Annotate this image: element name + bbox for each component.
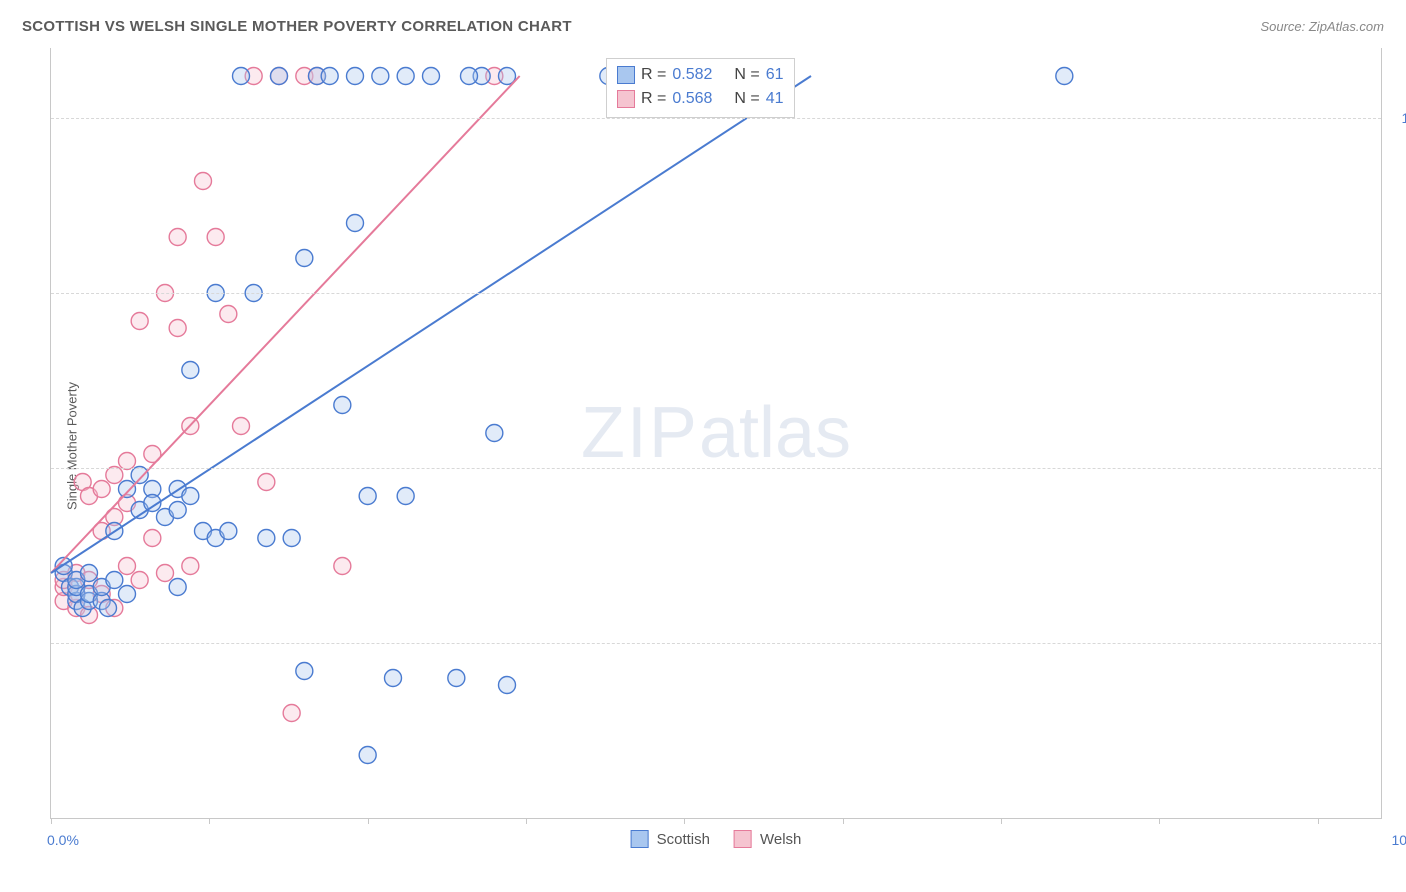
scatter-point [397, 488, 414, 505]
x-tick [51, 818, 52, 824]
scatter-point [182, 362, 199, 379]
scatter-point [131, 467, 148, 484]
scatter-point [283, 530, 300, 547]
x-tick-label: 100.0% [1392, 832, 1406, 848]
source-prefix: Source: [1260, 19, 1308, 34]
legend-r-value: 0.582 [672, 63, 712, 87]
legend-r-value: 0.568 [672, 87, 712, 111]
scatter-point [195, 173, 212, 190]
legend-swatch [617, 66, 635, 84]
gridline-h [51, 118, 1381, 119]
scatter-point [131, 313, 148, 330]
correlation-legend: R = 0.582 N = 61 R = 0.568 N = 41 [606, 58, 795, 118]
x-tick [684, 818, 685, 824]
plot-area: ZIPatlas R = 0.582N = 61R = 0.568N = 41 … [50, 48, 1382, 819]
x-tick [209, 818, 210, 824]
scatter-point [233, 418, 250, 435]
scatter-point [144, 530, 161, 547]
scatter-point [100, 600, 117, 617]
x-tick [1001, 818, 1002, 824]
x-tick [368, 818, 369, 824]
scatter-point [131, 572, 148, 589]
series-legend-label: Scottish [657, 831, 710, 848]
scatter-point [499, 677, 516, 694]
legend-r-label: R = [641, 63, 666, 87]
scatter-point [233, 68, 250, 85]
source-attribution: Source: ZipAtlas.com [1260, 19, 1384, 34]
scatter-point [157, 565, 174, 582]
legend-r-label: R = [641, 87, 666, 111]
chart-title: SCOTTISH VS WELSH SINGLE MOTHER POVERTY … [22, 18, 572, 35]
scatter-point [169, 320, 186, 337]
scatter-point [258, 474, 275, 491]
gridline-h [51, 643, 1381, 644]
scatter-point [119, 453, 136, 470]
gridline-h [51, 468, 1381, 469]
scatter-point [334, 397, 351, 414]
trend-line [51, 76, 811, 573]
scatter-point [359, 747, 376, 764]
scatter-point [334, 558, 351, 575]
series-legend-item: Scottish [631, 830, 710, 848]
scatter-point [93, 481, 110, 498]
x-tick [1159, 818, 1160, 824]
source-name: ZipAtlas.com [1309, 19, 1384, 34]
trend-line [51, 76, 520, 573]
scatter-point [359, 488, 376, 505]
legend-n-label: N = [734, 63, 759, 87]
scatter-point [461, 68, 478, 85]
legend-swatch [734, 830, 752, 848]
scatter-point [321, 68, 338, 85]
scatter-point [347, 68, 364, 85]
chart-svg [51, 48, 1381, 818]
x-tick [1318, 818, 1319, 824]
scatter-point [220, 306, 237, 323]
scatter-point [296, 663, 313, 680]
legend-n-label: N = [734, 87, 759, 111]
scatter-point [1056, 68, 1073, 85]
scatter-point [169, 502, 186, 519]
scatter-point [372, 68, 389, 85]
legend-row: R = 0.568 N = 41 [617, 87, 784, 111]
scatter-point [448, 670, 465, 687]
scatter-point [119, 481, 136, 498]
scatter-point [182, 558, 199, 575]
scatter-point [81, 565, 98, 582]
scatter-point [169, 229, 186, 246]
scatter-point [220, 523, 237, 540]
scatter-point [296, 250, 313, 267]
scatter-point [397, 68, 414, 85]
scatter-point [258, 530, 275, 547]
scatter-point [347, 215, 364, 232]
x-tick-label: 0.0% [47, 832, 79, 848]
series-legend-item: Welsh [734, 830, 801, 848]
scatter-point [423, 68, 440, 85]
scatter-point [182, 488, 199, 505]
scatter-point [283, 705, 300, 722]
scatter-point [119, 586, 136, 603]
scatter-point [486, 425, 503, 442]
legend-row: R = 0.582 N = 61 [617, 63, 784, 87]
scatter-point [207, 229, 224, 246]
legend-swatch [631, 830, 649, 848]
legend-n-value: 41 [766, 87, 784, 111]
gridline-h [51, 293, 1381, 294]
scatter-point [106, 467, 123, 484]
scatter-point [385, 670, 402, 687]
legend-swatch [617, 90, 635, 108]
series-legend: Scottish Welsh [631, 830, 802, 848]
series-legend-label: Welsh [760, 831, 801, 848]
scatter-point [271, 68, 288, 85]
scatter-point [119, 558, 136, 575]
legend-n-value: 61 [766, 63, 784, 87]
x-tick [843, 818, 844, 824]
x-tick [526, 818, 527, 824]
y-tick-label: 100.0% [1402, 110, 1406, 126]
scatter-point [169, 579, 186, 596]
chart-header: SCOTTISH VS WELSH SINGLE MOTHER POVERTY … [22, 18, 1384, 35]
scatter-point [106, 572, 123, 589]
